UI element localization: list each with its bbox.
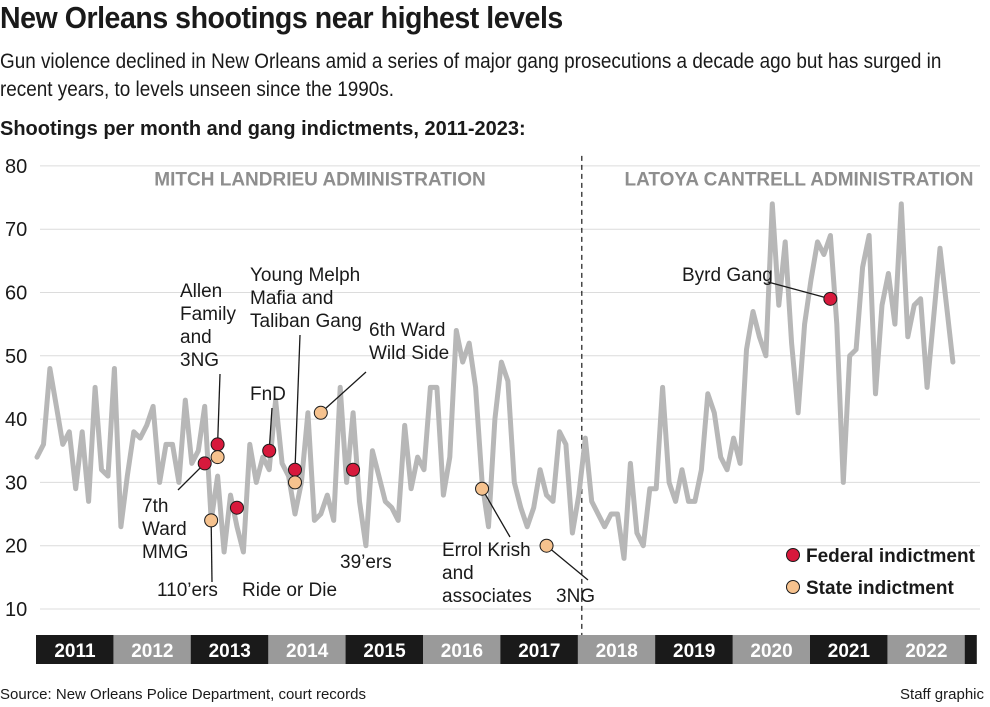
y-tick-label: 20 xyxy=(5,536,27,558)
era-label-cantrell: LATOYA CANTRELL ADMINISTRATION xyxy=(624,170,973,191)
annotation-label: 6th Ward xyxy=(369,320,445,341)
year-tick-label: 2019 xyxy=(673,641,715,662)
year-band-segment xyxy=(423,635,501,664)
federal-indictment-marker xyxy=(823,291,838,306)
year-tick-label: 2018 xyxy=(596,641,638,662)
legend-label: State indictment xyxy=(806,578,954,599)
year-band-segment xyxy=(810,635,888,664)
annotation-label: Byrd Gang xyxy=(682,265,773,286)
annotation-label: Allen xyxy=(180,281,222,302)
annotation-label: Wild Side xyxy=(369,343,449,364)
annotation-leader xyxy=(481,488,511,538)
year-tick-label: 2015 xyxy=(363,641,406,662)
legend-federal-marker xyxy=(786,548,800,562)
annotation-leader xyxy=(767,281,831,300)
year-band-segment xyxy=(190,635,269,664)
source-note: Source: New Orleans Police Department, c… xyxy=(0,686,366,703)
annotation-leader xyxy=(294,334,301,470)
year-band-segment xyxy=(500,635,579,664)
year-band-segment xyxy=(887,635,966,664)
federal-indictment-marker xyxy=(346,462,361,477)
year-tick-label: 2016 xyxy=(441,641,483,662)
year-tick-label: 2022 xyxy=(905,641,947,662)
year-tick-label: 2021 xyxy=(828,641,871,662)
annotation-leader xyxy=(216,373,221,445)
credit-note: Staff graphic xyxy=(900,686,984,703)
annotation-leader xyxy=(320,371,367,414)
annotation-label: Mafia and xyxy=(250,288,333,309)
legend-label: Federal indictment xyxy=(806,546,976,567)
state-indictment-marker xyxy=(288,475,302,490)
y-tick-label: 40 xyxy=(5,409,27,431)
y-tick-label: 80 xyxy=(5,156,27,178)
year-tick-label: 2012 xyxy=(131,641,173,662)
annotation-label: 110’ers xyxy=(157,580,218,601)
year-band-segment xyxy=(964,635,977,664)
year-band-segment xyxy=(577,635,656,664)
annotation-label: 3NG xyxy=(180,350,219,371)
year-tick-label: 2011 xyxy=(54,641,96,662)
year-band-segment xyxy=(655,635,734,664)
annotation-label: FnD xyxy=(250,384,286,405)
year-band-segment xyxy=(268,635,347,664)
y-tick-label: 30 xyxy=(5,472,27,494)
y-tick-label: 10 xyxy=(5,599,27,621)
federal-indictment-marker xyxy=(229,500,244,515)
legend-state-marker xyxy=(786,580,800,594)
year-tick-label: 2013 xyxy=(209,641,251,662)
state-indictment-marker xyxy=(210,450,225,465)
annotation-label: associates xyxy=(442,586,532,607)
y-tick-label: 50 xyxy=(5,346,27,368)
state-indictment-marker xyxy=(475,481,490,496)
year-band-segment xyxy=(345,635,424,664)
chart-subtitle: Gun violence declined in New Orleans ami… xyxy=(0,50,942,101)
annotation-label: Taliban Gang xyxy=(250,311,362,332)
annotation-label: 7th xyxy=(142,496,168,517)
annotation-label: and xyxy=(180,327,212,348)
y-tick-label: 60 xyxy=(5,283,27,305)
year-tick-label: 2017 xyxy=(518,641,560,662)
federal-indictment-marker xyxy=(197,456,212,471)
annotation-leader xyxy=(268,407,273,451)
chart-title: New Orleans shootings near highest level… xyxy=(0,0,563,35)
annotation-label: Family xyxy=(180,304,236,325)
annotation-label: Ward xyxy=(142,519,187,540)
era-label-landrieu: MITCH LANDRIEU ADMINISTRATION xyxy=(154,170,485,191)
federal-indictment-marker xyxy=(262,443,277,458)
annotation-label: MMG xyxy=(142,542,188,563)
annotation-leader xyxy=(210,520,213,583)
annotation-label: 3NG xyxy=(556,586,595,607)
annotation-leader xyxy=(546,545,589,581)
year-tick-label: 2020 xyxy=(750,641,792,662)
annotation-label: Errol Krish xyxy=(442,540,531,561)
year-band-segment xyxy=(113,635,192,664)
shootings-line-chart: 10 20 30 40 50 60 70 80 MITCH LANDRIEU ADMINIST… xyxy=(5,156,980,664)
year-band-segment xyxy=(36,635,114,664)
annotation-label: Ride or Die xyxy=(242,580,337,601)
federal-indictment-marker xyxy=(210,437,225,452)
state-indictment-marker xyxy=(204,513,219,528)
annotation-label: 39’ers xyxy=(340,552,392,573)
shootings-series-line xyxy=(34,201,956,561)
annotation-label: and xyxy=(442,563,474,584)
annotation-label: Young Melph xyxy=(250,265,360,286)
chart-section-title: Shootings per month and gang indictments… xyxy=(0,118,526,140)
year-band-segment xyxy=(732,635,811,664)
state-indictment-marker xyxy=(539,538,554,553)
year-tick-label: 2014 xyxy=(286,641,329,662)
state-indictment-marker xyxy=(313,405,328,420)
y-tick-label: 70 xyxy=(5,219,27,241)
federal-indictment-marker xyxy=(288,462,302,477)
